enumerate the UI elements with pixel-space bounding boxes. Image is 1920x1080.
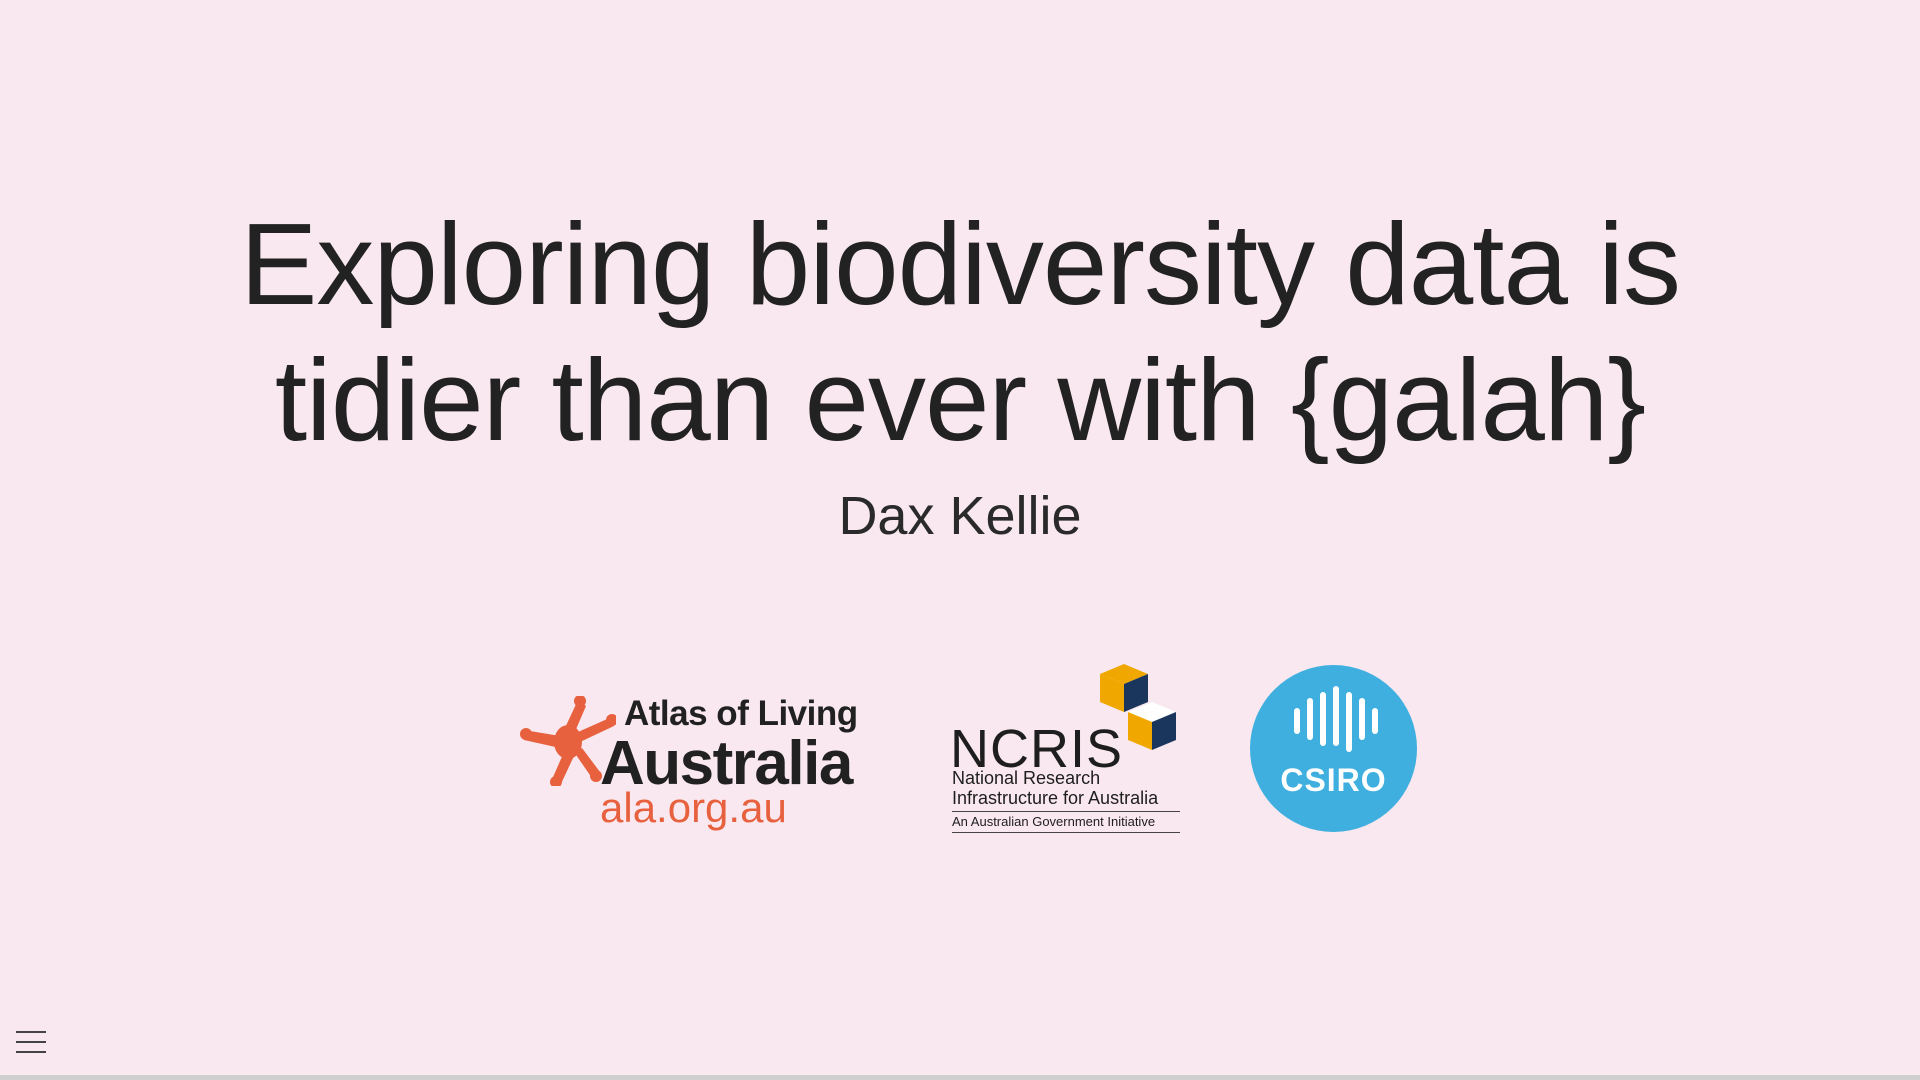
hamburger-menu-icon[interactable] — [14, 1027, 48, 1057]
csiro-waveform-icon — [1294, 686, 1378, 752]
ala-logo-line2: Australia — [600, 729, 853, 798]
slide-title-line-2: tidier than ever with {galah} — [274, 335, 1646, 465]
ala-logo-line1: Atlas of Living — [624, 694, 858, 733]
csiro-logo-text: CSIRO — [1280, 762, 1387, 798]
ala-logo: Atlas of Living Australia ala.org.au — [520, 676, 865, 831]
ncris-logo-name: NCRIS — [950, 719, 1124, 779]
slide-author: Dax Kellie — [838, 486, 1082, 546]
ncris-divider-bottom — [952, 832, 1180, 833]
ncris-logo-subtitle-2: Infrastructure for Australia — [952, 788, 1159, 808]
slide-progress-bar — [0, 1075, 1920, 1080]
ncris-logo-tagline: An Australian Government Initiative — [952, 814, 1156, 829]
ncris-logo-subtitle-1: National Research — [952, 768, 1101, 788]
ncris-logo: NCRIS National Research Infrastructure f… — [950, 660, 1186, 836]
sponsor-logos: Atlas of Living Australia ala.org.au NCR… — [0, 660, 1920, 840]
slide-title: Exploring biodiversity data is tidier th… — [0, 196, 1920, 468]
ncris-cubes-icon — [1100, 664, 1176, 750]
slide-title-line-1: Exploring biodiversity data is — [239, 199, 1681, 329]
ala-starburst-icon — [520, 696, 616, 786]
csiro-logo: CSIRO — [1250, 665, 1417, 832]
ala-logo-url: ala.org.au — [600, 784, 787, 831]
ncris-divider-top — [952, 811, 1180, 812]
